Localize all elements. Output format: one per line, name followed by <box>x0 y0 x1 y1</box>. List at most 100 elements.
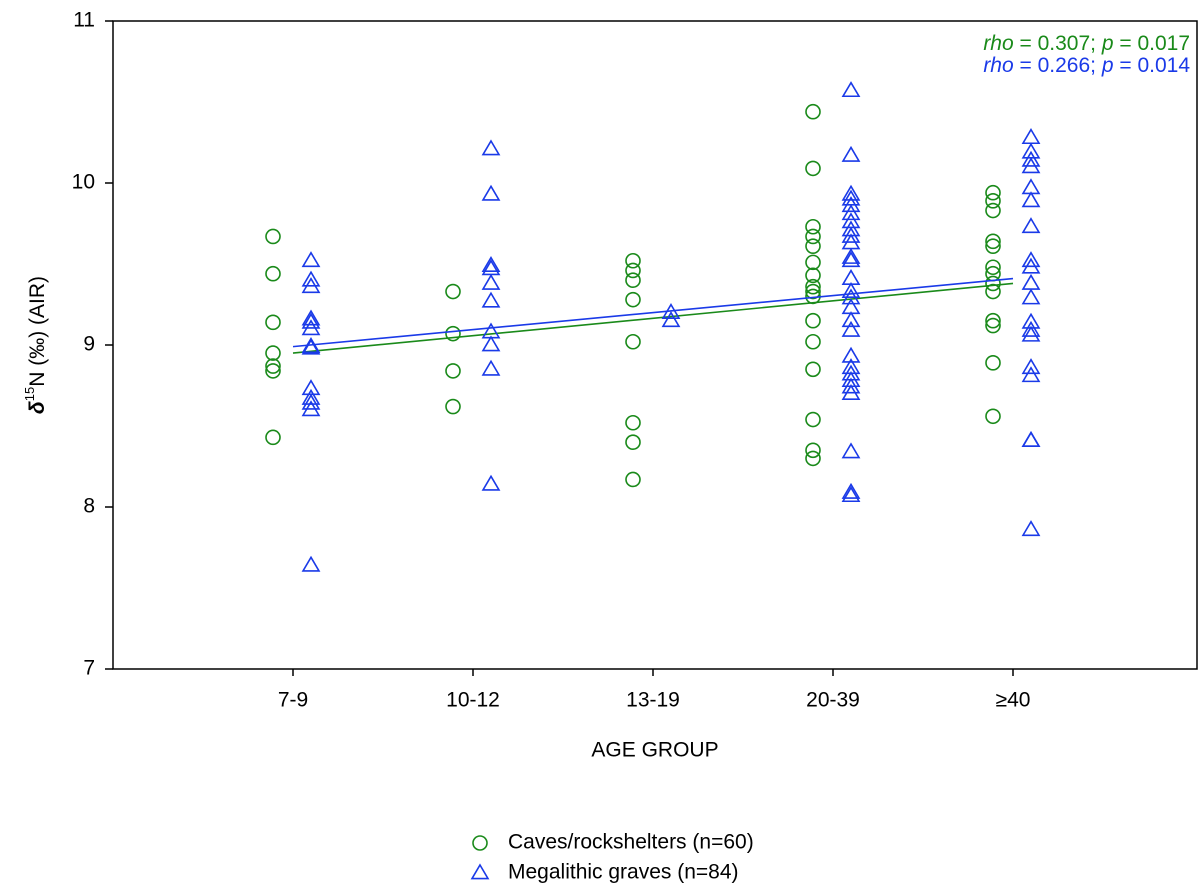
annotation: rho = 0.266; p = 0.014 <box>983 54 1190 77</box>
point <box>301 337 321 354</box>
point <box>841 442 861 459</box>
point <box>805 218 821 235</box>
annotation: rho = 0.307; p = 0.017 <box>983 32 1190 55</box>
point <box>661 303 681 319</box>
point <box>481 291 501 308</box>
point <box>841 184 861 201</box>
point <box>1021 320 1041 337</box>
point <box>265 265 281 282</box>
point <box>985 317 1001 334</box>
point <box>805 450 821 467</box>
point <box>265 363 281 379</box>
point <box>985 238 1001 254</box>
point <box>625 471 641 488</box>
point <box>1021 431 1041 447</box>
x-tick-label: 10-12 <box>446 689 500 712</box>
point <box>1021 217 1041 234</box>
annotation-part: rho <box>983 54 1014 77</box>
annotation-part: = 0.266; <box>1014 54 1102 77</box>
point <box>445 325 461 342</box>
point <box>985 283 1001 300</box>
point <box>805 278 821 295</box>
x-tick-label: 20-39 <box>806 689 860 712</box>
point <box>481 474 501 491</box>
legend-label: Megalithic graves (n=84) <box>508 861 739 884</box>
point <box>985 184 1001 201</box>
point <box>265 358 281 374</box>
point <box>805 103 821 120</box>
point <box>481 139 501 156</box>
trend-line <box>292 277 1014 348</box>
point <box>481 335 501 352</box>
point <box>481 256 501 273</box>
point <box>301 312 321 329</box>
point <box>841 204 861 221</box>
point <box>1021 150 1041 167</box>
point <box>1021 325 1041 342</box>
point <box>301 555 321 572</box>
point <box>1021 251 1041 268</box>
point <box>841 226 861 243</box>
y-axis-label-part: N (‰) (AIR) <box>26 276 49 387</box>
point <box>1021 128 1041 145</box>
point <box>805 267 821 284</box>
point <box>805 238 821 254</box>
point <box>481 359 501 376</box>
legend-marker <box>472 835 488 851</box>
point <box>625 262 641 279</box>
y-tick-label: 9 <box>83 333 95 356</box>
annotation-part: = 0.017 <box>1114 32 1190 55</box>
point <box>1021 366 1041 383</box>
point <box>805 312 821 329</box>
y-tick-label: 7 <box>83 657 95 680</box>
y-axis-label-part: δ <box>26 401 49 414</box>
x-tick-label: 13-19 <box>626 689 680 712</box>
point <box>481 273 501 290</box>
point <box>805 361 821 378</box>
y-axis-label: δ15N (‰) (AIR) <box>22 276 48 414</box>
point <box>301 393 321 410</box>
point <box>1021 257 1041 274</box>
point <box>985 233 1001 250</box>
point <box>445 363 461 379</box>
legend-label: Caves/rockshelters (n=60) <box>508 831 754 854</box>
point <box>625 434 641 451</box>
point <box>985 275 1001 292</box>
y-tick-label: 8 <box>83 495 95 518</box>
point <box>985 408 1001 425</box>
point <box>301 277 321 294</box>
point <box>445 283 461 300</box>
annotation-part: p <box>1101 54 1114 77</box>
point <box>625 272 641 289</box>
annotation-part: p <box>1101 32 1114 55</box>
point <box>841 320 861 337</box>
point <box>301 309 321 326</box>
point <box>841 196 861 213</box>
point <box>841 145 861 162</box>
point <box>841 486 861 503</box>
point <box>805 254 821 271</box>
point <box>625 414 641 431</box>
point <box>1021 358 1041 375</box>
point <box>805 160 821 177</box>
point <box>625 252 641 269</box>
point <box>1021 520 1041 537</box>
y-tick-label: 10 <box>72 171 95 194</box>
annotation-part: = 0.307; <box>1014 32 1102 55</box>
x-tick-label: 7-9 <box>278 689 308 712</box>
point <box>805 442 821 459</box>
point <box>301 338 321 355</box>
trend-line <box>292 282 1014 354</box>
point <box>661 311 681 328</box>
point <box>625 333 641 350</box>
point <box>265 228 281 245</box>
point <box>481 184 501 201</box>
point <box>445 398 461 415</box>
point <box>985 312 1001 329</box>
point <box>985 355 1001 371</box>
point <box>301 388 321 405</box>
plot-frame <box>112 20 1198 670</box>
point <box>265 345 281 361</box>
point <box>841 251 861 268</box>
